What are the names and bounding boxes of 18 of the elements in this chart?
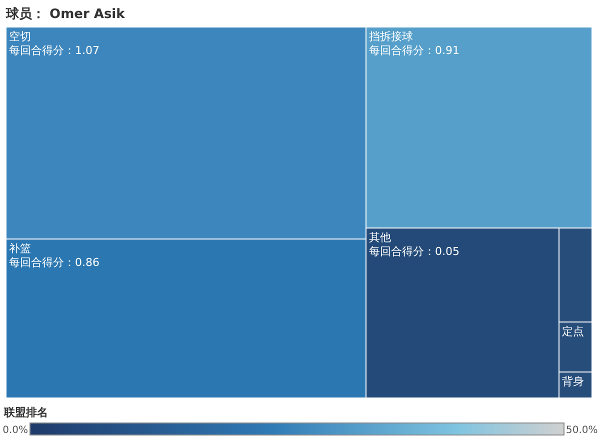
- category-label: 定点: [562, 325, 584, 338]
- text: 每回合得分：: [369, 245, 435, 258]
- data-label: 0.91: [435, 44, 460, 57]
- text: 50.0%: [566, 425, 598, 436]
- data-label: 1.07: [75, 44, 100, 57]
- category-label: 背身: [562, 375, 584, 388]
- data-label: 0.05: [435, 245, 460, 258]
- category-label: 挡拆接球: [369, 30, 413, 43]
- category-label: 其他: [369, 231, 391, 244]
- text: 每回合得分：: [9, 256, 75, 269]
- text: 0.0%: [2, 425, 28, 436]
- text: 每回合得分：: [9, 44, 75, 57]
- category-label: 补篮: [9, 242, 31, 255]
- data-label: 0.86: [75, 256, 100, 269]
- color-bar-title: 联盟排名: [4, 405, 48, 420]
- category-label: 空切: [9, 30, 31, 43]
- text: 每回合得分：: [369, 44, 435, 57]
- text: 球员： Omer Asik: [6, 6, 125, 23]
